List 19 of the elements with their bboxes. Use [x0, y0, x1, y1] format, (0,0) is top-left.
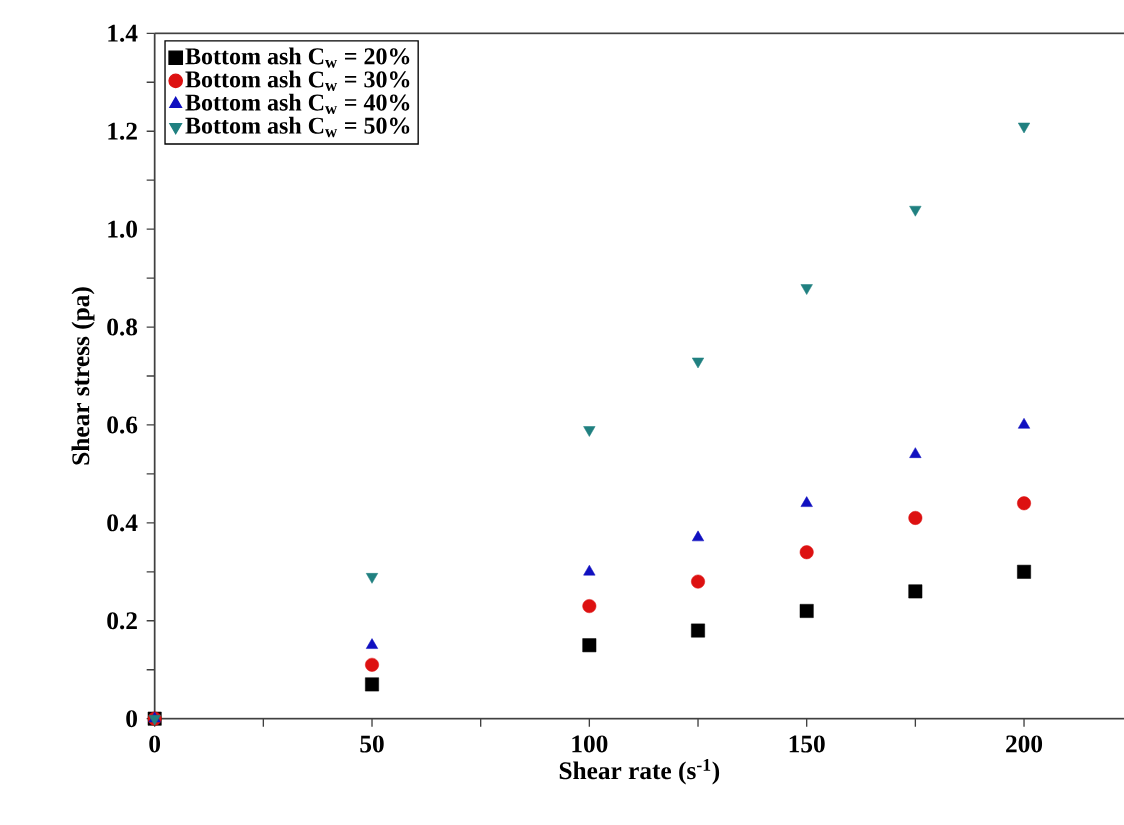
- legend-label: Bottom ash C$_{w}$ = 50%: [185, 116, 410, 137]
- y-tick-label: 1.2: [108, 122, 137, 140]
- y-axis-title: Shear stress (pa): [71, 287, 95, 465]
- x-tick-label: 150: [789, 735, 825, 753]
- legend-label: Bottom ash C$_{w}$ = 40%: [185, 93, 410, 114]
- y-tick-label: 1.4: [108, 24, 138, 42]
- x-tick-label: 200: [1006, 735, 1043, 753]
- y-tick-label: 0.8: [107, 318, 138, 336]
- legend-label: Bottom ash C$_{w}$ = 30%: [185, 70, 410, 91]
- x-tick-label: 0: [149, 735, 161, 753]
- x-tick-label: 100: [572, 735, 608, 753]
- legend-label: Bottom ash C$_{w}$ = 20%: [185, 47, 410, 68]
- y-tick-label: 0.2: [107, 612, 137, 630]
- y-tick-label: 1.0: [108, 220, 137, 238]
- x-axis-title: Shear rate (s$^{-1}$): [559, 758, 720, 785]
- y-tick-label: 0.6: [107, 416, 138, 434]
- y-tick-label: 0.4: [107, 514, 138, 532]
- x-tick-label: 50: [360, 735, 384, 753]
- y-tick-label: 0: [126, 709, 137, 728]
